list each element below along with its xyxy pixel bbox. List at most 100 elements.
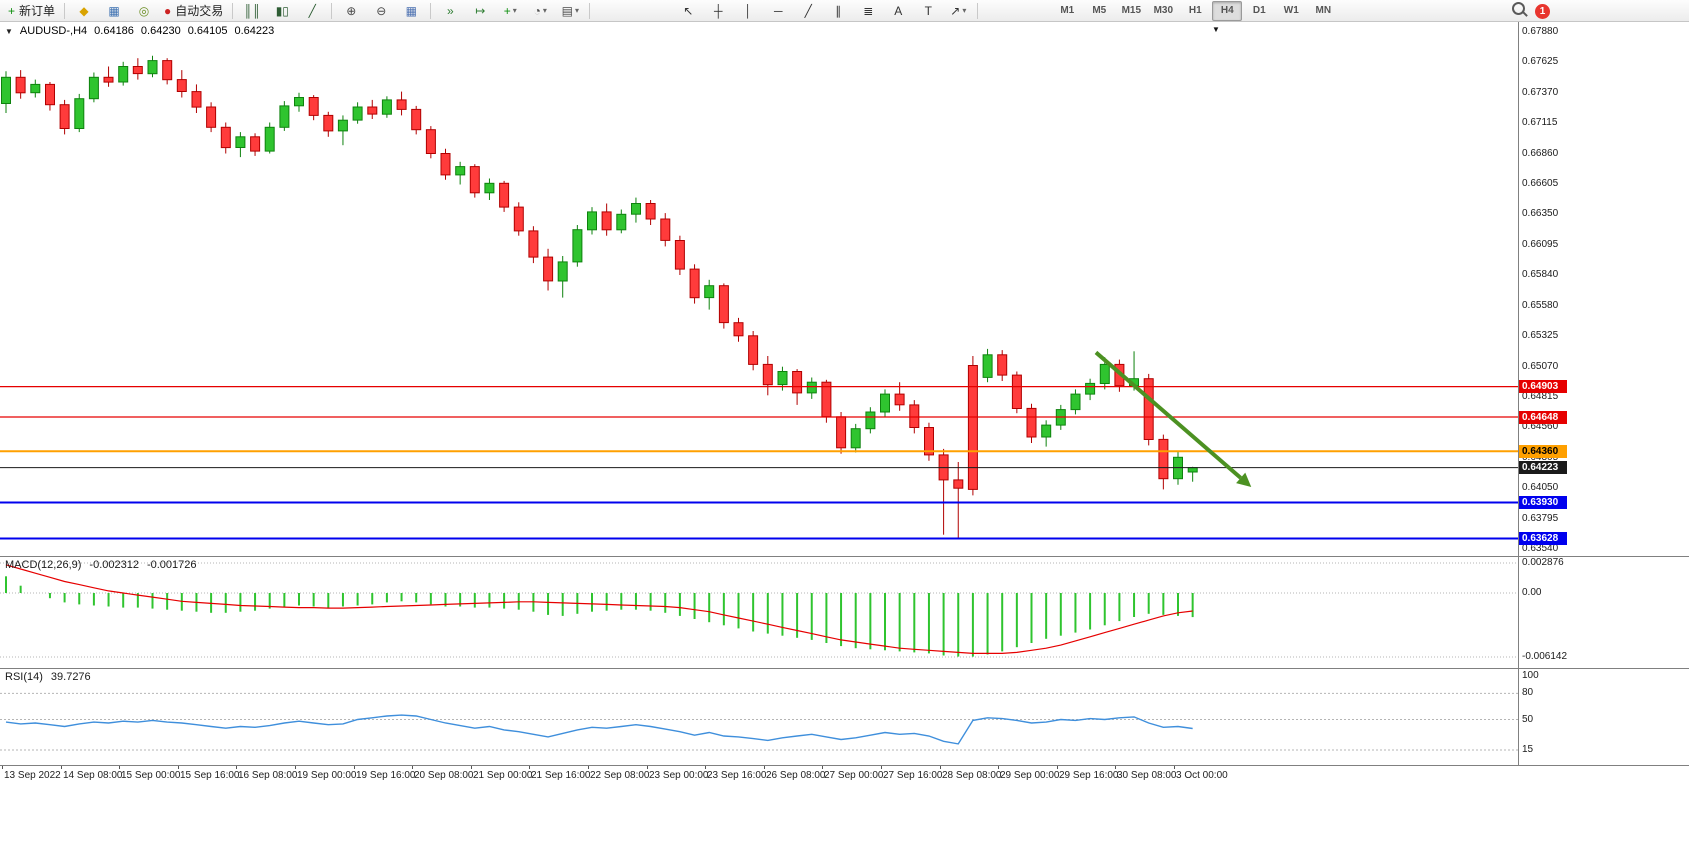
arrows-button[interactable]: ↗ ▾: [944, 1, 972, 21]
trendline-button[interactable]: ╱: [794, 1, 822, 21]
macd-scale-label: 0.002876: [1522, 557, 1564, 568]
time-axis-label: 23 Sep 00:00: [649, 770, 709, 781]
data-window-button[interactable]: ◎: [130, 1, 158, 21]
bar-chart-icon: ║║: [243, 3, 261, 18]
cursor-icon: ↖: [683, 3, 694, 18]
templates-icon: ▤: [561, 3, 573, 18]
autotrading-button[interactable]: ● 自动交易: [160, 1, 227, 21]
price-axis-label: 0.67370: [1522, 87, 1559, 98]
rsi-value: 39.7276: [50, 671, 91, 683]
cursor-button[interactable]: ↖: [674, 1, 702, 21]
time-axis-label: 15 Sep 16:00: [180, 770, 240, 781]
time-axis-tick: [471, 766, 472, 769]
fibonacci-button[interactable]: ≣: [854, 1, 882, 21]
templates-button[interactable]: ▤ ▾: [556, 1, 584, 21]
periods-button[interactable]: ◔ ▾: [526, 1, 554, 21]
crosshair-button[interactable]: ┼: [704, 1, 732, 21]
auto-scroll-button[interactable]: »: [436, 1, 464, 21]
tf-button-h1[interactable]: H1: [1188, 5, 1202, 16]
macd-signal-value: -0.001726: [146, 559, 197, 571]
candles-layer: [1, 55, 1198, 539]
macd-scale-label: -0.006142: [1522, 651, 1568, 662]
tf-button-mn[interactable]: MN: [1315, 5, 1332, 16]
dropdown-arrow-icon: ▾: [962, 6, 967, 15]
time-axis-tick: [940, 766, 941, 769]
text-label-button[interactable]: T: [914, 1, 942, 21]
time-axis-label: 26 Sep 08:00: [766, 770, 826, 781]
channel-icon: ∥: [835, 3, 842, 18]
bar-chart-button[interactable]: ║║: [238, 1, 266, 21]
autotrading-icon: ●: [164, 3, 172, 18]
chart-high-value: 0.64230: [140, 25, 181, 37]
arrows-icon: ↗: [950, 3, 961, 18]
price-axis-label: 0.65325: [1522, 330, 1559, 341]
profiles-button[interactable]: ◆: [70, 1, 98, 21]
notification-badge[interactable]: 1: [1535, 3, 1550, 19]
tf-button-m30[interactable]: M30: [1153, 5, 1174, 16]
hline-price-badge: 0.63628: [1519, 532, 1567, 545]
text-label-icon: T: [924, 3, 932, 18]
trend-arrow-object[interactable]: [1094, 350, 1252, 488]
data-window-icon: ◎: [138, 3, 150, 18]
price-axis-label: 0.67625: [1522, 56, 1559, 67]
line-chart-button[interactable]: ╱: [298, 1, 326, 21]
rsi-name: RSI(14): [5, 671, 43, 683]
market-watch-button[interactable]: ▦: [100, 1, 128, 21]
indicators-button[interactable]: + ▾: [496, 1, 524, 21]
zoom-in-icon: ⊕: [346, 3, 357, 18]
time-axis-label: 23 Sep 16:00: [707, 770, 767, 781]
time-axis[interactable]: 13 Sep 2022 14 Sep 08:00 15 Sep 00:00 15 Se…: [0, 765, 1689, 787]
price-axis-label: 0.67115: [1522, 117, 1558, 128]
hline-price-badge: 0.64648: [1519, 411, 1567, 424]
macd-canvas[interactable]: [0, 556, 1518, 668]
time-axis-tick: [354, 766, 355, 769]
time-axis-tick: [1057, 766, 1058, 769]
time-axis-tick: [1174, 766, 1175, 769]
chart-low-value: 0.64105: [187, 25, 228, 37]
chart-shift-button[interactable]: ↦: [466, 1, 494, 21]
tf-button-d1[interactable]: D1: [1252, 5, 1266, 16]
price-axis-label: 0.66095: [1522, 239, 1559, 250]
tf-button-m15[interactable]: M15: [1121, 5, 1142, 16]
time-axis-label: 28 Sep 08:00: [942, 770, 1002, 781]
toolbar-separator: [430, 2, 432, 19]
time-axis-tick: [822, 766, 823, 769]
channel-button[interactable]: ∥: [824, 1, 852, 21]
tf-button-h4[interactable]: H4: [1212, 0, 1243, 21]
rsi-panel-separator: [0, 668, 1689, 669]
indicators-icon: +: [503, 3, 511, 18]
price-axis-separator: [1518, 22, 1519, 786]
tile-windows-button[interactable]: ▦: [397, 1, 425, 21]
tf-button-w1[interactable]: W1: [1283, 5, 1299, 16]
chart-close-value: 0.64223: [234, 25, 275, 37]
search-icon[interactable]: [1512, 2, 1525, 20]
price-axis-label: 0.63540: [1522, 543, 1559, 554]
zoom-in-button[interactable]: ⊕: [337, 1, 365, 21]
toolbar-separator: [232, 2, 234, 19]
symbol-dropdown-icon[interactable]: ▼: [5, 26, 13, 36]
main-toolbar: + 新订单 ◆ ▦ ◎ ● 自动交易 ║║ ▮▯ ╱ ⊕ ⊖ ▦» ↦ + ▾ ◔ ▾ ▤ ▾ ↖ ┼ │ ─ ╱ ∥ ≣ A T ↗ ▾ M…: [0, 0, 1689, 22]
toolbar-separator: [977, 2, 979, 19]
line-chart-icon: ╱: [308, 3, 316, 18]
candlestick-chart-button[interactable]: ▮▯: [268, 1, 296, 21]
new-order-button[interactable]: + 新订单: [4, 1, 59, 21]
text-button[interactable]: A: [884, 1, 912, 21]
chart-shift-icon: ↦: [475, 3, 486, 18]
auto-scroll-icon: »: [446, 3, 454, 18]
tf-button-m5[interactable]: M5: [1092, 5, 1107, 16]
horizontal-line-button[interactable]: ─: [764, 1, 792, 21]
candlestick-chart-icon: ▮▯: [275, 3, 289, 18]
object-marker-icon[interactable]: ▼: [1212, 25, 1220, 34]
vertical-line-button[interactable]: │: [734, 1, 762, 21]
time-axis-tick: [1115, 766, 1116, 769]
time-axis-tick: [412, 766, 413, 769]
price-axis-label: 0.67880: [1522, 26, 1559, 37]
rsi-indicator-label: RSI(14) 39.7276: [5, 671, 91, 683]
zoom-out-button[interactable]: ⊖: [367, 1, 395, 21]
price-chart-canvas[interactable]: [0, 22, 1518, 556]
current-price-badge: 0.64223: [1519, 461, 1567, 474]
rsi-canvas[interactable]: [0, 668, 1518, 765]
tf-button-m1[interactable]: M1: [1060, 5, 1075, 16]
magnifier-icon: [1512, 2, 1525, 15]
